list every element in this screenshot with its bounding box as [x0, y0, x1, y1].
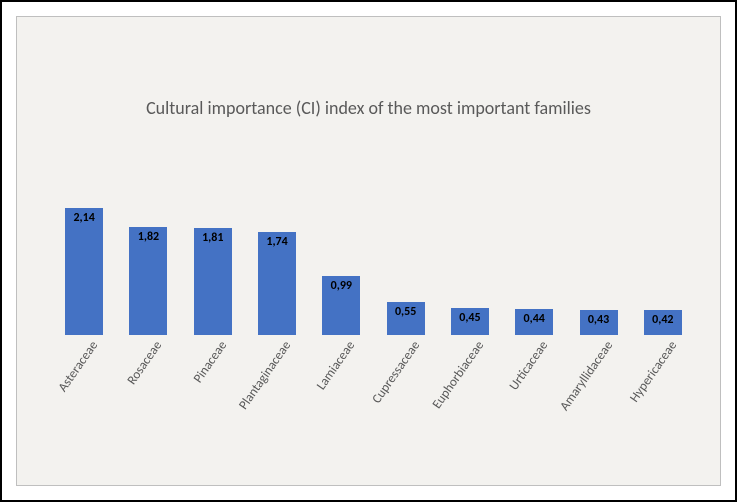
- bar: 1,81: [194, 228, 232, 335]
- category-label: Amaryllidaceae: [557, 338, 616, 413]
- bar-slot: 0,43 Amaryllidaceae: [566, 187, 630, 335]
- bar-value-label: 0,99: [322, 279, 360, 293]
- bar-value-label: 1,82: [129, 230, 167, 244]
- plot-area: 2,14 Asteraceae 1,82 Rosaceae 1,81 Pinac…: [52, 187, 695, 335]
- category-label: Urticaceae: [507, 338, 552, 393]
- category-label: Rosaceae: [125, 338, 166, 387]
- bar: 0,45: [451, 308, 489, 335]
- bar-value-label: 1,81: [194, 231, 232, 245]
- bar-value-label: 0,45: [451, 311, 489, 325]
- chart-title: Cultural importance (CI) index of the mo…: [17, 97, 720, 119]
- bar-slot: 0,42 Hypericaceae: [631, 187, 695, 335]
- category-label: Cupressaceae: [369, 338, 423, 406]
- bar-slot: 0,44 Urticaceae: [502, 187, 566, 335]
- bar-slot: 0,99 Lamiaceae: [309, 187, 373, 335]
- category-label: Lamiaceae: [314, 338, 358, 392]
- bar: 2,14: [65, 208, 103, 335]
- bar-value-label: 2,14: [65, 211, 103, 225]
- bar-slot: 0,55 Cupressaceae: [373, 187, 437, 335]
- category-label: Hypericaceae: [627, 338, 680, 405]
- bar: 0,43: [580, 310, 618, 335]
- bar: 0,42: [644, 310, 682, 335]
- bar-value-label: 0,44: [515, 312, 553, 326]
- bar-slot: 1,82 Rosaceae: [116, 187, 180, 335]
- category-label: Asteraceae: [56, 338, 102, 394]
- category-label: Euphorbiaceae: [430, 338, 488, 411]
- bar-slot: 0,45 Euphorbiaceae: [438, 187, 502, 335]
- bar-value-label: 0,42: [644, 313, 682, 327]
- outer-frame: Cultural importance (CI) index of the mo…: [0, 0, 737, 502]
- chart-panel: Cultural importance (CI) index of the mo…: [16, 16, 721, 486]
- category-label: Pinaceae: [190, 338, 229, 385]
- bar: 1,82: [129, 227, 167, 335]
- bar-slot: 1,81 Pinaceae: [181, 187, 245, 335]
- bar-value-label: 0,55: [387, 305, 425, 319]
- bar: 0,55: [387, 302, 425, 335]
- bar: 0,44: [515, 309, 553, 335]
- bar-slot: 1,74 Plantaginaceae: [245, 187, 309, 335]
- bar: 1,74: [258, 232, 296, 335]
- bar-value-label: 1,74: [258, 235, 296, 249]
- category-label: Plantaginaceae: [236, 338, 294, 412]
- bar-value-label: 0,43: [580, 313, 618, 327]
- bar-slot: 2,14 Asteraceae: [52, 187, 116, 335]
- bar: 0,99: [322, 276, 360, 335]
